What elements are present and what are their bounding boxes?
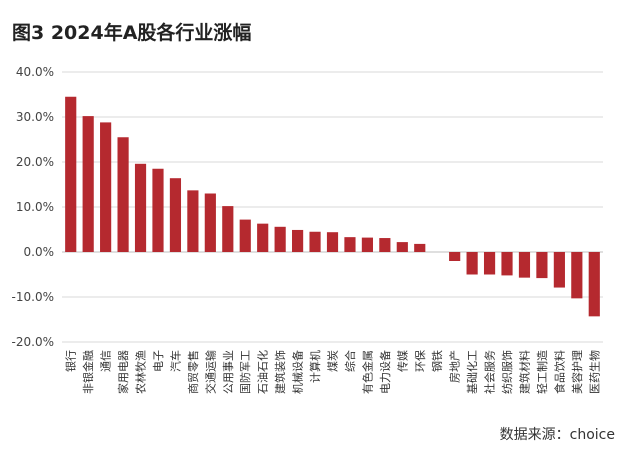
y-tick-label: -10.0% <box>12 290 54 304</box>
bar <box>571 252 583 299</box>
x-tick-label: 银行 <box>64 350 78 372</box>
bar <box>239 219 251 252</box>
bar <box>65 96 77 252</box>
x-tick-label: 国防军工 <box>238 350 252 394</box>
bar <box>536 252 548 279</box>
x-tick-label: 交通运输 <box>203 350 217 394</box>
y-tick-label: 20.0% <box>16 155 54 169</box>
y-axis-ticks: 40.0% 30.0% 20.0% 10.0% 0.0% -10.0% -20.0% <box>12 65 54 349</box>
x-tick-label: 医药生物 <box>587 350 601 394</box>
bar <box>379 238 391 252</box>
bar <box>396 242 408 252</box>
bar <box>344 237 356 252</box>
x-tick-label: 家用电器 <box>116 350 130 394</box>
bar <box>518 252 531 278</box>
bar <box>134 163 147 252</box>
bars <box>65 96 600 317</box>
bar <box>588 252 600 317</box>
x-tick-label: 综合 <box>343 350 357 372</box>
bar <box>361 237 373 252</box>
x-tick-label: 美容护理 <box>570 350 584 394</box>
x-tick-label: 社会服务 <box>483 350 497 394</box>
x-tick-label: 建筑材料 <box>517 350 531 394</box>
bar <box>117 137 129 252</box>
x-axis-ticks: 银行 非银金融 通信 家用电器 农林牧渔 电子 汽车 商贸零售 交通运输 公用事业 国防军工 石油石化… <box>64 350 602 394</box>
bar <box>309 231 321 252</box>
x-tick-label: 轻工制造 <box>535 350 549 394</box>
bar <box>466 252 478 275</box>
bar <box>100 122 112 253</box>
x-tick-label: 汽车 <box>168 350 182 372</box>
bar <box>326 232 339 252</box>
bar <box>483 252 496 275</box>
x-tick-label: 公用事业 <box>222 350 235 394</box>
bar <box>152 168 164 252</box>
x-tick-label: 建筑装饰 <box>273 350 287 394</box>
bar <box>292 229 304 252</box>
bar <box>169 178 182 252</box>
x-tick-label: 计算机 <box>308 350 322 383</box>
x-tick-label: 非银金融 <box>81 350 95 394</box>
x-tick-label: 环保 <box>413 350 427 372</box>
bar <box>257 223 269 252</box>
x-tick-label: 农林牧渔 <box>134 350 148 394</box>
x-tick-label: 电力设备 <box>378 350 392 394</box>
x-tick-label: 商贸零售 <box>186 350 200 394</box>
bar <box>204 193 216 252</box>
y-tick-label: 30.0% <box>16 110 54 124</box>
bar <box>187 190 199 252</box>
y-tick-label: -20.0% <box>12 335 54 349</box>
bar <box>553 252 565 288</box>
x-tick-label: 纺织服饰 <box>500 350 514 394</box>
chart-title: 图3 2024年A股各行业涨幅 <box>12 22 252 44</box>
x-tick-label: 通信 <box>100 350 113 372</box>
y-tick-label: 0.0% <box>24 245 55 259</box>
bar <box>82 116 94 252</box>
y-tick-label: 40.0% <box>16 65 54 79</box>
x-tick-label: 机械设备 <box>291 350 305 394</box>
x-tick-label: 基础化工 <box>465 350 479 394</box>
y-tick-label: 10.0% <box>16 200 54 214</box>
x-tick-label: 煤炭 <box>327 350 340 372</box>
x-tick-label: 钢铁 <box>431 350 444 372</box>
bar <box>222 206 234 252</box>
x-tick-label: 石油石化 <box>256 350 270 394</box>
x-tick-label: 电子 <box>152 350 165 372</box>
bar <box>274 226 286 252</box>
bar <box>449 252 461 261</box>
x-tick-label: 房地产 <box>448 350 462 383</box>
bar <box>501 252 513 276</box>
x-tick-label: 传媒 <box>396 350 409 372</box>
data-source: 数据来源：choice <box>499 427 615 443</box>
x-tick-label: 有色金属 <box>360 350 374 394</box>
x-tick-label: 食品饮料 <box>552 350 566 394</box>
bar <box>414 243 426 252</box>
